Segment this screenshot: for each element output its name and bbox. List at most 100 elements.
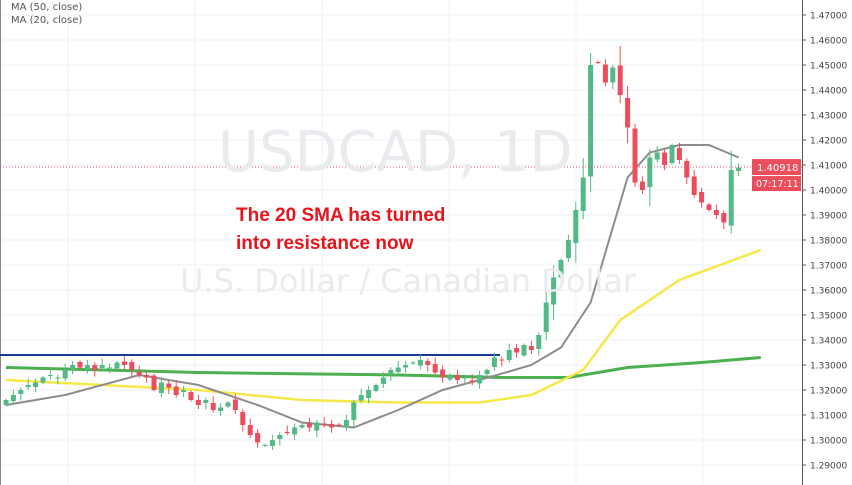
legend-ma20[interactable]: MA (20, close) xyxy=(11,15,83,26)
candle-body xyxy=(181,390,187,392)
last-price-badge xyxy=(752,159,801,176)
candle-body xyxy=(33,382,39,387)
candle-body xyxy=(40,377,46,383)
candle xyxy=(543,283,549,341)
candle xyxy=(47,369,53,380)
candle xyxy=(225,401,231,408)
candle xyxy=(454,369,460,384)
candle xyxy=(684,158,690,184)
candle xyxy=(144,371,150,383)
candle-body xyxy=(114,362,120,369)
candle xyxy=(617,46,623,104)
candle-body xyxy=(225,402,231,407)
candle-body xyxy=(25,385,31,387)
candle xyxy=(736,163,742,177)
candle xyxy=(77,360,83,369)
candle xyxy=(351,399,357,427)
candle-body xyxy=(388,370,394,375)
candle-body xyxy=(343,420,349,427)
candle-body xyxy=(299,425,305,428)
candle xyxy=(262,443,268,447)
candle xyxy=(551,265,557,321)
countdown-label: 07:17:11 xyxy=(756,179,799,190)
candle-body xyxy=(469,380,475,383)
candle xyxy=(62,363,68,382)
candle-body xyxy=(477,375,483,384)
candle xyxy=(299,423,305,429)
candle xyxy=(269,434,275,450)
candle xyxy=(417,354,423,370)
axis-tick-label: 1.43000 xyxy=(810,112,847,122)
candle xyxy=(462,374,468,385)
candle xyxy=(114,361,120,370)
candle-body xyxy=(528,346,534,350)
candle xyxy=(691,170,697,198)
candle xyxy=(99,358,105,371)
candle-body xyxy=(47,375,53,376)
axis-tick-label: 1.36000 xyxy=(810,287,847,297)
candle xyxy=(3,398,9,407)
candle-body xyxy=(358,395,364,401)
countdown-badge xyxy=(752,176,801,192)
candle-body xyxy=(62,370,68,379)
annotation-line-2: into resistance now xyxy=(236,233,414,254)
candle-body xyxy=(306,423,312,428)
candle xyxy=(247,418,253,438)
candle-body xyxy=(373,385,379,391)
candle-body xyxy=(314,422,320,431)
candle-body xyxy=(269,440,275,446)
candle-body xyxy=(551,277,557,305)
candle-body xyxy=(292,427,298,435)
candle xyxy=(410,361,416,365)
candle xyxy=(195,394,201,409)
candle xyxy=(151,374,157,392)
candle xyxy=(314,419,320,437)
axis-tick-label: 1.33000 xyxy=(810,362,847,372)
candle-body xyxy=(218,407,224,411)
candle xyxy=(306,417,312,432)
candle xyxy=(84,359,90,374)
candle-body xyxy=(70,365,76,369)
candle-body xyxy=(506,350,512,360)
candle-body xyxy=(588,65,594,177)
candle xyxy=(528,340,534,354)
axis-tick-label: 1.38000 xyxy=(810,237,847,247)
candle-body xyxy=(736,167,742,171)
candle-body xyxy=(336,424,342,426)
candle-body xyxy=(440,369,446,378)
axis-tick-label: 1.45000 xyxy=(810,62,847,72)
ma-long-line xyxy=(5,356,761,379)
legend-ma50[interactable]: MA (50, close) xyxy=(11,2,83,13)
candle-body xyxy=(18,390,24,394)
candle xyxy=(491,352,497,371)
candle-body xyxy=(284,432,290,433)
candle xyxy=(321,417,327,428)
candle-body xyxy=(499,359,505,361)
candle xyxy=(33,378,39,393)
candle xyxy=(166,380,172,394)
candle xyxy=(499,356,505,367)
candle xyxy=(380,372,386,388)
candle xyxy=(514,344,520,358)
candle xyxy=(536,332,542,356)
candle-body xyxy=(521,345,527,356)
candle xyxy=(580,158,586,220)
candle-body xyxy=(144,375,150,378)
candle-body xyxy=(321,423,327,425)
candle-body xyxy=(173,386,179,395)
candle xyxy=(136,365,142,378)
axis-tick-label: 1.29000 xyxy=(810,462,847,472)
candle xyxy=(92,362,98,377)
candle-body xyxy=(676,148,682,160)
watermark-name: U.S. Dollar / Canadian Dollar xyxy=(180,262,637,300)
candle xyxy=(121,356,127,369)
candle xyxy=(373,383,379,393)
candle xyxy=(210,396,216,413)
candle-body xyxy=(432,364,438,373)
candle xyxy=(699,188,705,208)
axis-tick-label: 1.35000 xyxy=(810,312,847,322)
candle xyxy=(706,203,712,212)
candle xyxy=(292,423,298,440)
